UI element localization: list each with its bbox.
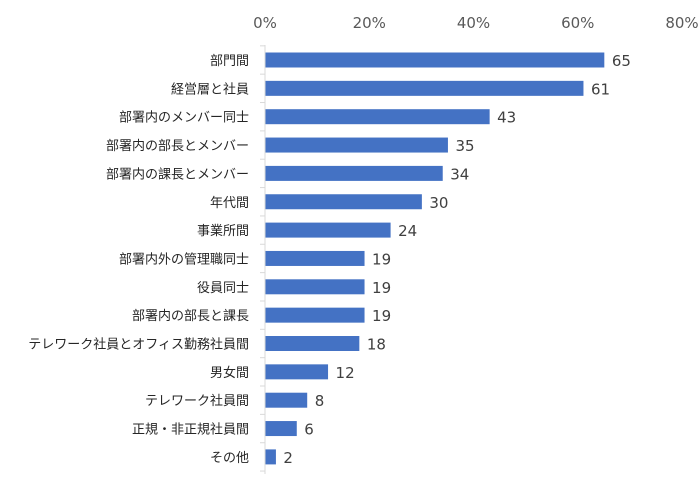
category-label: 部署内のメンバー同士	[119, 110, 249, 126]
bar	[265, 222, 391, 238]
bar	[265, 52, 605, 68]
data-label: 12	[336, 364, 355, 382]
category-label: 部署内外の管理職同士	[119, 251, 249, 267]
bar	[265, 279, 365, 295]
bar	[265, 80, 584, 96]
category-label: 部署内の課長とメンバー	[106, 166, 249, 182]
category-label: 年代間	[210, 196, 249, 211]
data-label: 8	[315, 392, 325, 410]
category-label: 部署内の部長とメンバー	[106, 138, 249, 154]
bar	[265, 250, 365, 266]
data-label: 24	[398, 222, 417, 240]
bar	[265, 392, 308, 408]
data-label: 34	[450, 165, 469, 183]
data-label: 6	[304, 421, 314, 439]
bar	[265, 364, 329, 380]
x-tick-label: 40%	[457, 14, 490, 32]
data-label: 30	[429, 194, 448, 212]
x-tick-label: 60%	[561, 14, 594, 32]
category-label: 正規・非正規社員間	[132, 422, 249, 438]
category-label: その他	[210, 451, 249, 466]
x-tick-label: 0%	[253, 14, 277, 32]
x-tick-label: 80%	[665, 14, 698, 32]
bar	[265, 421, 297, 437]
data-label: 35	[455, 137, 474, 155]
bar	[265, 137, 448, 153]
category-label: テレワーク社員間	[145, 393, 249, 409]
bar	[265, 336, 360, 351]
x-tick-label: 20%	[353, 14, 386, 32]
bar	[265, 109, 490, 125]
category-label: テレワーク社員とオフィス勤務社員間	[28, 337, 249, 353]
bar	[265, 307, 365, 323]
data-label: 19	[372, 250, 391, 268]
data-label: 19	[372, 307, 391, 325]
category-label: 部署内の部長と課長	[132, 308, 249, 324]
data-label: 43	[497, 109, 516, 127]
x-axis-ticks: 0% 20% 40% 60% 80%	[253, 14, 698, 32]
category-axis: 部門間経営層と社員部署内のメンバー同士部署内の部長とメンバー部署内の課長とメンバ…	[28, 45, 265, 472]
category-label: 経営層と社員	[171, 81, 249, 97]
category-label: 役員同士	[197, 281, 249, 296]
bars	[265, 52, 605, 465]
data-label: 65	[612, 52, 631, 70]
data-label: 19	[372, 279, 391, 297]
bar	[265, 165, 443, 181]
bar	[265, 449, 276, 465]
data-label: 61	[591, 80, 610, 98]
bar	[265, 194, 422, 210]
data-label: 18	[367, 336, 386, 354]
category-label: 事業所間	[197, 223, 249, 239]
category-label: 男女間	[210, 365, 249, 381]
category-label: 部門間	[210, 54, 249, 69]
data-label: 2	[283, 449, 293, 467]
